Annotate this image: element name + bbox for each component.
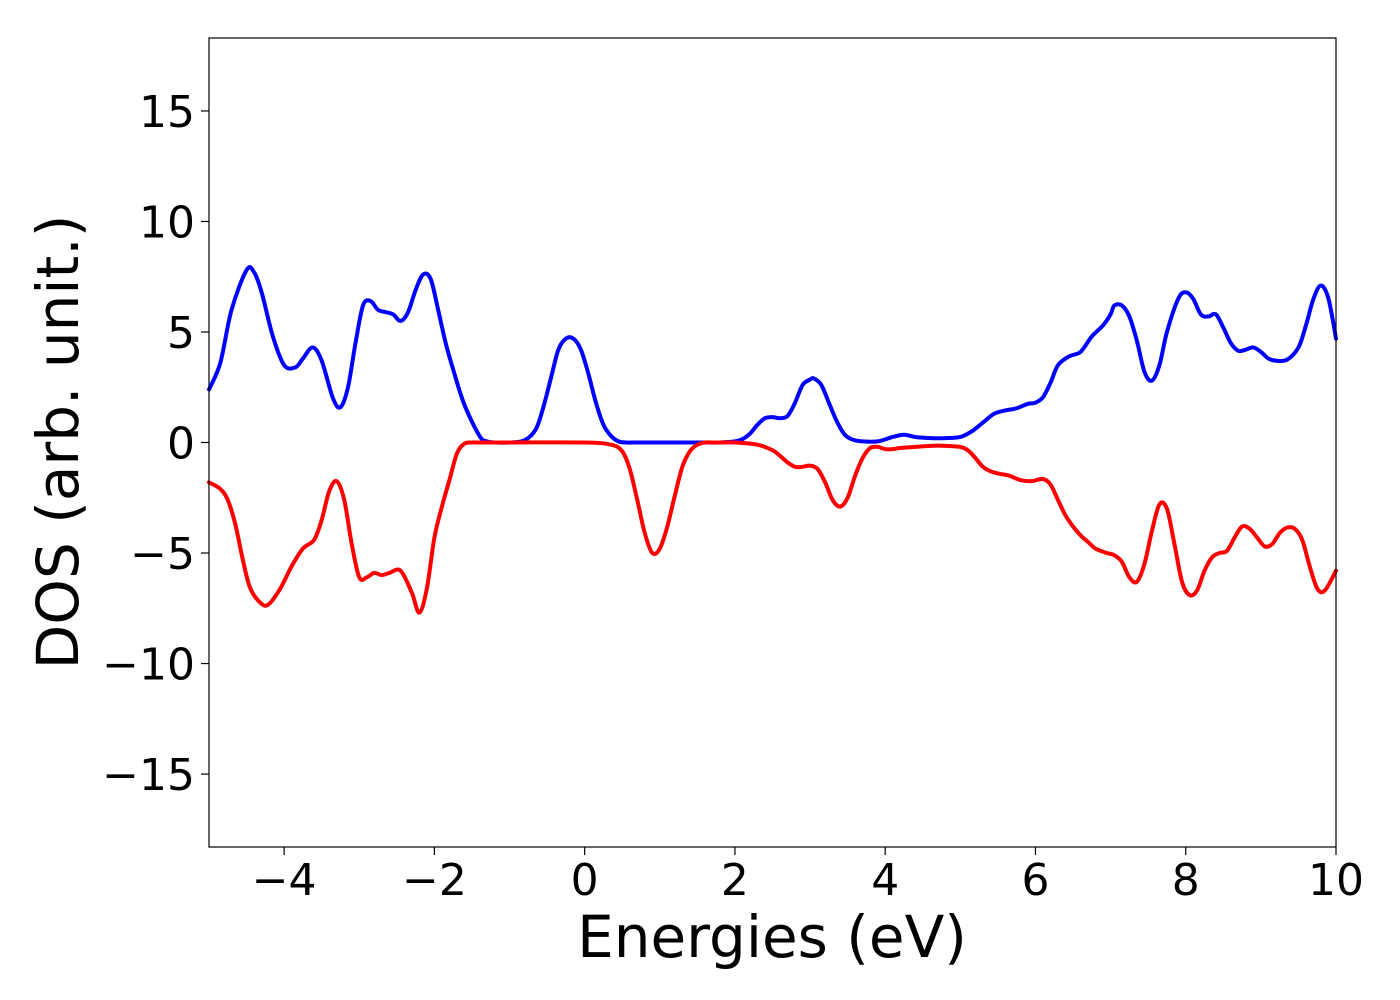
x-tick-label: 8: [1172, 855, 1200, 906]
y-tick-label: −5: [130, 529, 195, 580]
y-tick-label: −15: [102, 750, 195, 801]
series-layer: [207, 265, 1338, 615]
y-tick-label: 15: [139, 87, 195, 138]
series-line-2: [207, 440, 1338, 615]
y-tick-label: 0: [167, 419, 195, 470]
x-tick-label: 6: [1021, 855, 1049, 906]
ticks-layer: −4 −2 0 2 4 6 8 10 −15 −10 −5 0 5 10 15: [102, 87, 1364, 906]
y-axis-label: DOS (arb. unit.): [24, 215, 92, 670]
x-tick-label: 2: [721, 855, 749, 906]
y-tick-label: 5: [167, 308, 195, 359]
x-tick-label: −4: [252, 855, 317, 906]
y-tick-label: 10: [139, 197, 195, 248]
y-tick-label: −10: [102, 640, 195, 691]
x-tick-label: 10: [1308, 855, 1364, 906]
x-axis-label: Energies (eV): [577, 903, 967, 971]
plot-frame: [208, 37, 1337, 848]
x-tick-label: −2: [402, 855, 467, 906]
series-line-1: [207, 265, 1338, 445]
x-tick-label: 0: [571, 855, 599, 906]
x-tick-label: 4: [871, 855, 899, 906]
